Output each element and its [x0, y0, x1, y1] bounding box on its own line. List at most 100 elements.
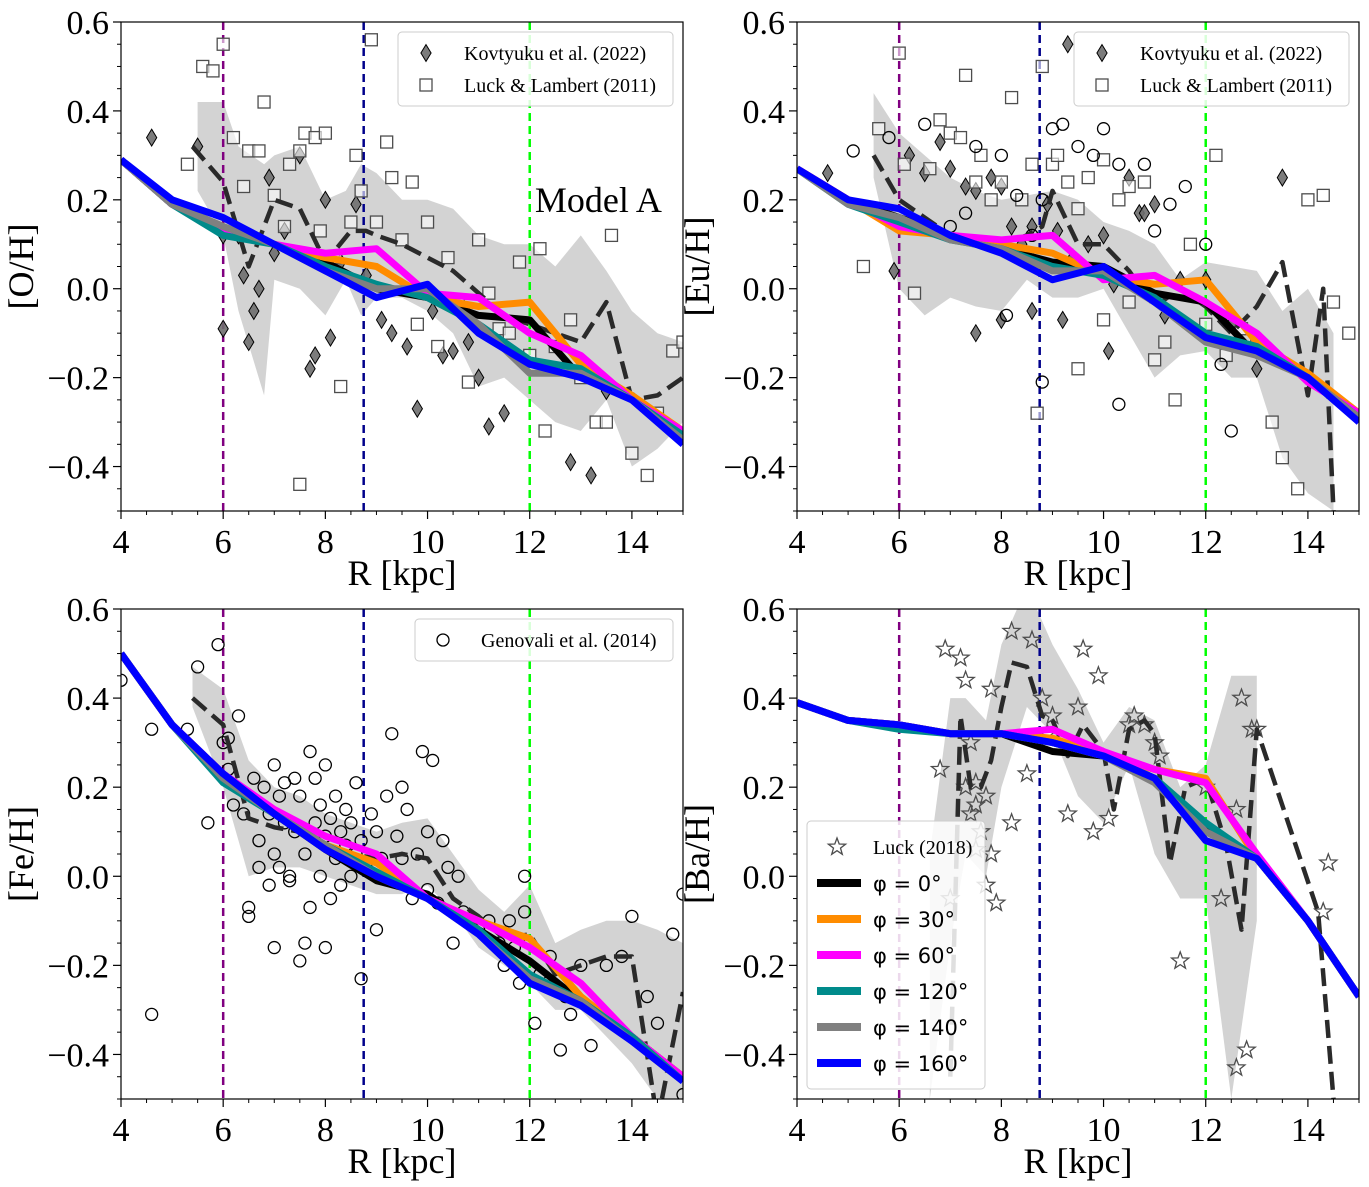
scatter-point [1083, 820, 1104, 841]
scatter-point [350, 194, 362, 214]
scatter-genovali-et-al-2014 [121, 637, 683, 1099]
scatter-point [994, 175, 1009, 189]
scatter-point [319, 190, 332, 210]
series-mean-line [191, 696, 683, 1099]
scatter-point [933, 113, 947, 127]
scatter-point [1224, 424, 1238, 438]
scatter-point [334, 878, 348, 892]
scatter-point [502, 326, 516, 340]
scatter-point [985, 168, 997, 187]
scatter-point [882, 130, 896, 145]
y-tick-label: 0.0 [743, 859, 786, 896]
x-tick-label: 12 [513, 1112, 547, 1149]
scatter-point [1067, 696, 1089, 716]
scatter-point [242, 909, 256, 924]
scatter-point [1147, 224, 1162, 238]
y-tick-label: −0.4 [47, 1037, 109, 1074]
x-tick-label: 14 [1291, 1112, 1325, 1149]
scatter-point [349, 776, 363, 790]
y-tick-label: 0.6 [743, 592, 786, 629]
scatter-point [1123, 705, 1145, 725]
scatter-point [502, 914, 516, 928]
scatter-point [1071, 202, 1085, 216]
scatter-point [918, 117, 932, 131]
scatter-point [318, 758, 333, 772]
scatter-point [339, 802, 353, 817]
scatter-point [599, 415, 614, 429]
scatter-point [1005, 217, 1018, 236]
scatter-point [369, 215, 384, 229]
plot-area [121, 609, 683, 1099]
scatter-point [1071, 139, 1085, 154]
scatter-point [538, 424, 552, 438]
scatter-point [190, 660, 205, 674]
scatter-point [958, 68, 973, 82]
legend-label-genovali-et-al-2014: Genovali et al. (2014) [481, 630, 657, 652]
scatter-point [517, 905, 532, 919]
legend-label-luck-lambert-2011: Luck & Lambert (2011) [1140, 75, 1332, 97]
scatter-point [385, 170, 399, 185]
scatter-point [248, 301, 260, 321]
scatter-point [211, 637, 225, 652]
scatter-point [426, 301, 439, 321]
scatter-point [252, 833, 266, 848]
y-tick-label: 0.0 [67, 859, 110, 896]
x-tick-label: 6 [891, 524, 908, 561]
scatter-point [1342, 326, 1356, 340]
scatter-point [385, 727, 399, 741]
legend-marker-luck-lambert-2011 [419, 78, 433, 92]
scatter-point [1275, 451, 1290, 465]
scatter-point [282, 874, 297, 888]
x-axis-label: R [kpc] [1024, 1141, 1133, 1181]
scatter-point [1178, 179, 1192, 194]
scatter-point [1086, 148, 1100, 163]
scatter-point [380, 135, 394, 149]
scatter-point [180, 157, 195, 171]
scatter-point [563, 313, 578, 327]
scatter-point [650, 1016, 665, 1030]
scatter-point [892, 46, 906, 60]
panel-feh: 4 6 8 10 12 14 −0.4 −0.2 0.0 0.2 0.4 0.6 R [kpc] [Fe/… [1, 592, 684, 1181]
scatter-point [364, 807, 378, 821]
scatter-point [1226, 798, 1247, 819]
scatter-band [197, 102, 683, 467]
scatter-point [1102, 341, 1115, 361]
x-tick-label: 10 [411, 1112, 445, 1149]
scatter-point [1098, 807, 1120, 828]
x-tick-label: 8 [993, 1112, 1010, 1149]
scatter-point [420, 825, 435, 839]
y-axis-label: [Eu/H] [677, 217, 717, 317]
x-tick-label: 4 [789, 1112, 806, 1149]
scatter-point [821, 163, 834, 183]
scatter-point [1112, 397, 1126, 411]
scatter-point [872, 122, 886, 136]
scatter-point [498, 403, 510, 423]
x-tick-label: 6 [891, 1112, 908, 1149]
scatter-point [994, 148, 1009, 163]
plot-area [797, 22, 1359, 511]
scatter-point [216, 37, 230, 51]
scatter-point [1231, 687, 1252, 707]
x-tick-label: 6 [215, 1112, 232, 1149]
scatter-point [1097, 226, 1110, 245]
scatter-point [318, 940, 333, 955]
scatter-point [1021, 629, 1043, 650]
scatter-point [334, 825, 348, 839]
y-tick-label: 0.2 [743, 183, 786, 220]
scatter-point [985, 892, 1007, 912]
legend-marker-kovtyuku-et-al-2022 [1096, 43, 1108, 63]
scatter-point [145, 722, 159, 736]
scatter-point [446, 936, 460, 950]
scatter-point [121, 673, 128, 687]
scatter-point [1057, 803, 1079, 823]
scatter-point [1001, 811, 1022, 832]
scatter-point [1035, 375, 1049, 389]
legend-frame [1073, 31, 1350, 107]
scatter-point [231, 709, 246, 723]
scatter-point [974, 148, 988, 163]
scatter-point [441, 860, 455, 875]
x-tick-label: 10 [1087, 524, 1121, 561]
scatter-point [253, 279, 265, 299]
scatter-point [888, 261, 900, 281]
scatter-point [934, 132, 946, 152]
